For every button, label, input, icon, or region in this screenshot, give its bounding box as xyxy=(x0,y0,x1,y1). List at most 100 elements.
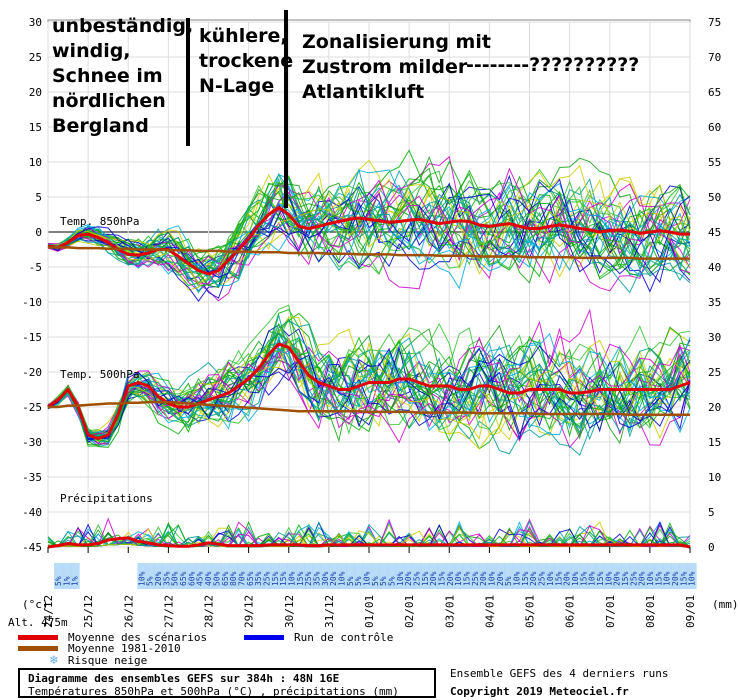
legend-snow: ❄ Risque neige xyxy=(50,653,147,668)
snow-cell xyxy=(304,563,314,589)
right-tick-label: 45 xyxy=(708,226,721,239)
info-title: Diagramme des ensembles GEFS sur 384h : … xyxy=(28,672,340,685)
x-tick-label: 05/01 xyxy=(524,595,537,628)
snow-risk-value: 10% xyxy=(454,571,463,586)
right-tick-label: 10 xyxy=(708,471,721,484)
right-tick-label: 55 xyxy=(708,156,721,169)
right-tick-label: 70 xyxy=(708,51,721,64)
x-tick-label: 29/12 xyxy=(243,595,256,628)
x-tick-label: 25/12 xyxy=(82,595,95,628)
snow-cell xyxy=(245,563,255,589)
ensemble-member-line xyxy=(47,313,691,433)
snow-cell xyxy=(229,563,239,589)
snow-cell xyxy=(137,563,147,589)
snow-risk-value: 20% xyxy=(154,571,163,586)
snow-cell xyxy=(679,563,689,589)
left-tick-label: -20 xyxy=(22,366,42,379)
ensemble-member-line xyxy=(47,312,691,444)
legend-snow-label: Risque neige xyxy=(67,654,148,667)
left-tick-label: -35 xyxy=(22,471,42,484)
snow-risk-value: 10% xyxy=(287,571,296,586)
left-tick-label: 15 xyxy=(29,121,42,134)
snow-risk-value: 10% xyxy=(588,571,597,586)
left-tick-label: -15 xyxy=(22,331,42,344)
x-tick-label: 07/01 xyxy=(604,595,617,628)
right-tick-label: 65 xyxy=(708,86,721,99)
snow-risk-value: 25% xyxy=(262,571,271,586)
legend-mean-swatch xyxy=(18,635,58,640)
info-box: Diagramme des ensembles GEFS sur 384h : … xyxy=(18,668,436,698)
right-tick-label: 20 xyxy=(708,401,721,414)
snow-cell xyxy=(162,563,172,589)
snow-cell xyxy=(454,563,464,589)
snow-risk-value: 20% xyxy=(446,571,455,586)
left-tick-label: 30 xyxy=(29,16,42,29)
snow-risk-value: 20% xyxy=(613,571,622,586)
snow-cell xyxy=(395,563,405,589)
snow-risk-value: 5% xyxy=(379,576,388,586)
x-tick-label: 24/12 xyxy=(42,595,55,628)
panel-label-t500: Temp. 500hPa xyxy=(60,368,139,381)
x-tick-label: 01/01 xyxy=(363,595,376,628)
copyright: Copyright 2019 Meteociel.fr xyxy=(450,685,629,698)
x-tick-label: 26/12 xyxy=(122,595,135,628)
snow-cell xyxy=(70,563,80,589)
snow-cell xyxy=(504,563,514,589)
snow-risk-value: 10% xyxy=(362,571,371,586)
left-unit-label: (°c) xyxy=(22,598,49,611)
snow-risk-value: 65% xyxy=(246,571,255,586)
snow-cell xyxy=(354,563,364,589)
panel-label-t850: Temp. 850hPa xyxy=(60,215,139,228)
right-unit-label: (mm) xyxy=(712,598,739,611)
snow-risk-value: 10% xyxy=(513,571,522,586)
snow-cell xyxy=(262,563,272,589)
right-tick-label: 0 xyxy=(708,541,715,554)
snow-risk-value: 65% xyxy=(221,571,230,586)
left-tick-label: -30 xyxy=(22,436,42,449)
right-tick-label: 30 xyxy=(708,331,721,344)
snow-cell xyxy=(570,563,580,589)
snow-risk-value: 20% xyxy=(638,571,647,586)
mean-lines xyxy=(47,206,691,549)
ensemble-member-line xyxy=(47,169,691,276)
snow-cell xyxy=(337,563,347,589)
snow-cell xyxy=(62,563,72,589)
x-tick-label: 04/01 xyxy=(483,595,496,628)
legend-mean-label: Moyenne des scénarios xyxy=(68,631,208,644)
x-tick-label: 06/01 xyxy=(564,595,577,628)
snowflake-icon: ❄ xyxy=(50,653,58,668)
snow-risk-value: 10% xyxy=(604,571,613,586)
snow-risk-value: 20% xyxy=(563,571,572,586)
snow-cell xyxy=(579,563,589,589)
snow-cell xyxy=(312,563,322,589)
snow-cell xyxy=(545,563,555,589)
snow-risk-value: 20% xyxy=(496,571,505,586)
snow-risk-row: 5% 1% 1% 10% 5% 20% 35% 50% 65% 60% 45% 40% 50% 65% 80… xyxy=(54,563,697,589)
snow-cell xyxy=(445,563,455,589)
snow-cell xyxy=(437,563,447,589)
snow-cell xyxy=(462,563,472,589)
snow-risk-value: 15% xyxy=(421,571,430,586)
snow-risk-value: 10% xyxy=(571,571,580,586)
right-tick-label: 15 xyxy=(708,436,721,449)
left-tick-label: -45 xyxy=(22,541,42,554)
snow-cell xyxy=(54,563,63,589)
x-tick-label: 31/12 xyxy=(323,595,336,628)
info-subtitle: Températures 850hPa et 500hPa (°C) , pré… xyxy=(28,685,399,698)
ensemble-member-line xyxy=(47,345,691,445)
snow-cell xyxy=(179,563,189,589)
snow-cell xyxy=(412,563,422,589)
snow-cell xyxy=(279,563,289,589)
left-tick-label: -25 xyxy=(22,401,42,414)
snow-risk-value: 25% xyxy=(471,571,480,586)
snow-risk-value: 10% xyxy=(688,571,697,586)
legend-clim: Moyenne 1981-2010 xyxy=(18,642,181,655)
snow-risk-value: 65% xyxy=(179,571,188,586)
snow-risk-value: 30% xyxy=(321,571,330,586)
snow-cell xyxy=(362,563,372,589)
x-tick-label: 09/01 xyxy=(684,595,697,628)
snow-risk-value: 50% xyxy=(171,571,180,586)
snow-risk-value: 25% xyxy=(413,571,422,586)
x-tick-label: 02/01 xyxy=(403,595,416,628)
snow-cell xyxy=(237,563,247,589)
